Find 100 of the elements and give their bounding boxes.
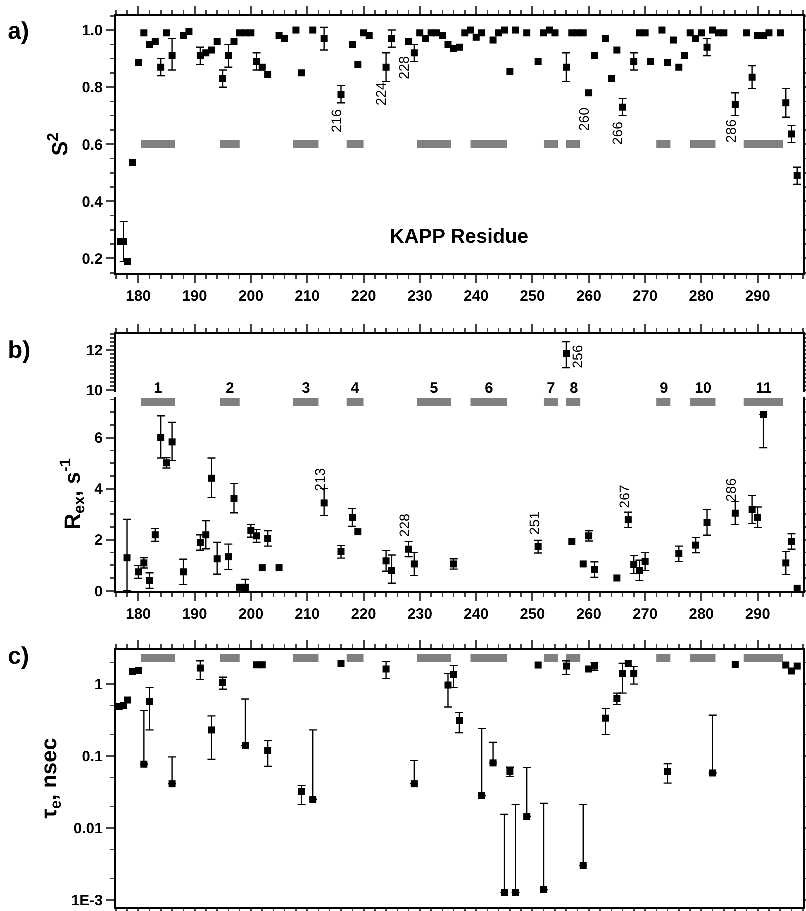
- x-axis-title: KAPP Residue: [390, 226, 529, 248]
- point: [562, 662, 570, 670]
- point: [410, 780, 418, 788]
- x-tick-label: 200: [238, 606, 264, 623]
- point: [264, 535, 272, 542]
- point: [782, 662, 790, 669]
- point: [242, 584, 250, 591]
- point: [754, 514, 762, 521]
- point: [264, 747, 272, 754]
- point: [180, 568, 188, 576]
- y-tick-label: 4: [94, 481, 104, 498]
- point: [619, 670, 626, 678]
- point: [225, 554, 232, 561]
- point: [349, 514, 356, 521]
- point: [580, 862, 587, 870]
- x-tick-label: 210: [294, 606, 320, 623]
- point: [732, 661, 739, 668]
- series-label: 2: [226, 380, 234, 397]
- point: [794, 662, 801, 670]
- point: [534, 662, 542, 669]
- x-tick-label: 230: [408, 606, 433, 623]
- y-tick-label: 10: [86, 382, 103, 400]
- y-tick-label: 1.0: [82, 22, 103, 40]
- point: [276, 564, 283, 572]
- point: [202, 532, 210, 539]
- x-tick-label: 290: [745, 606, 770, 623]
- series-label: 9: [660, 380, 668, 397]
- x-tick-label: 270: [632, 288, 658, 305]
- point: [168, 438, 176, 446]
- annotation: 256: [569, 344, 586, 368]
- x-tick-label: 250: [520, 606, 546, 623]
- point: [642, 558, 649, 566]
- x-tick-label: 260: [576, 606, 602, 623]
- x-tick-label: 190: [182, 288, 208, 305]
- x-tick-label: 260: [576, 288, 602, 305]
- x-tick-label: 180: [126, 606, 152, 623]
- annotation: 286: [723, 478, 740, 502]
- point: [168, 780, 176, 788]
- point: [524, 813, 531, 820]
- annotation: 228: [396, 514, 412, 538]
- annotation: 224: [372, 82, 389, 106]
- point: [630, 670, 638, 678]
- point: [208, 726, 216, 734]
- point: [338, 660, 345, 668]
- point: [580, 560, 587, 568]
- point: [692, 542, 700, 549]
- point: [310, 796, 317, 804]
- series-label: 7: [547, 380, 556, 397]
- point: [630, 561, 638, 568]
- y-tick-label: 0.6: [82, 136, 103, 154]
- annotation: 251: [526, 512, 542, 536]
- point: [242, 742, 250, 750]
- point: [501, 889, 508, 896]
- y-tick-label: 6: [94, 430, 103, 448]
- point: [135, 667, 142, 674]
- y-tick-label: 1: [94, 676, 103, 694]
- point: [120, 702, 128, 710]
- series-label: 1: [154, 380, 162, 397]
- chart-title: c): [8, 642, 30, 670]
- point: [140, 760, 148, 768]
- chart-title: b): [8, 337, 31, 364]
- point: [450, 671, 458, 678]
- y-tick-label: 0.4: [82, 194, 104, 211]
- series-label: 8: [570, 380, 578, 397]
- y-tick-label: 0.1: [82, 748, 103, 766]
- chart-title: a): [8, 18, 30, 45]
- point: [676, 550, 683, 558]
- point: [614, 574, 621, 582]
- x-tick-label: 200: [238, 288, 264, 305]
- y-tick-label: 0.2: [82, 250, 103, 268]
- series-label: 11: [756, 380, 772, 397]
- x-tick-label: 240: [464, 288, 489, 305]
- annotation: 267: [616, 484, 632, 508]
- annotation: 286: [722, 119, 739, 143]
- x-tick-label: 220: [351, 288, 376, 305]
- point: [208, 474, 216, 482]
- x-tick-label: 250: [520, 288, 546, 305]
- annotation: 216: [328, 109, 345, 133]
- point: [709, 770, 716, 777]
- point: [540, 886, 548, 894]
- annotation: 266: [609, 122, 626, 146]
- x-tick-label: 180: [126, 288, 152, 305]
- x-tick-label: 240: [464, 606, 489, 623]
- point: [146, 577, 154, 584]
- series-label: 6: [485, 380, 494, 397]
- point: [624, 516, 632, 524]
- x-tick-label: 270: [632, 606, 658, 623]
- point: [760, 411, 768, 418]
- point: [456, 717, 463, 724]
- point: [410, 560, 418, 568]
- point: [405, 546, 412, 553]
- annotation: 213: [312, 468, 328, 492]
- point: [124, 554, 131, 562]
- series-label: 4: [351, 380, 360, 397]
- x-tick-label: 280: [689, 606, 714, 623]
- x-tick-label: 210: [294, 288, 320, 305]
- point: [146, 698, 154, 706]
- point: [320, 500, 328, 507]
- annotation: 228: [396, 56, 412, 80]
- y-tick-label: 0: [94, 583, 103, 600]
